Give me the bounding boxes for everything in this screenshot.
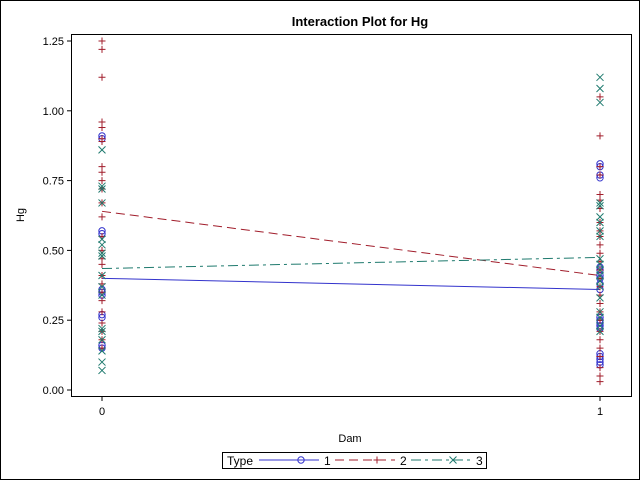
data-point (596, 277, 604, 285)
data-point (98, 358, 106, 366)
data-point (596, 282, 604, 291)
data-point (98, 260, 106, 268)
data-point (98, 240, 106, 249)
data-point (98, 327, 106, 336)
data-point (98, 177, 106, 185)
data-point (596, 299, 604, 307)
data-point (596, 336, 604, 344)
chart-title: Interaction Plot for Hg (292, 14, 429, 29)
data-point (98, 324, 106, 333)
mean-line-series-3 (101, 256, 601, 270)
data-point (596, 163, 604, 171)
data-point (98, 182, 106, 191)
data-point (596, 232, 604, 241)
data-point (596, 321, 604, 330)
data-point (596, 327, 604, 336)
data-point (98, 271, 106, 280)
data-points (98, 37, 604, 386)
x-tick-label: 0 (99, 406, 105, 418)
data-point (596, 93, 604, 101)
y-tick-label: 1.25 (43, 36, 64, 48)
data-point (98, 347, 106, 355)
data-point (596, 73, 604, 82)
data-point (596, 271, 604, 280)
data-point (596, 201, 604, 210)
data-point (596, 249, 604, 257)
data-point (98, 235, 106, 244)
data-point (98, 249, 106, 258)
mean-line-series-1 (101, 277, 601, 290)
y-tick-label: 0.25 (43, 315, 64, 327)
data-point (98, 185, 106, 193)
y-tick-label: 0.75 (43, 176, 64, 188)
data-point (596, 171, 604, 179)
y-axis: 0.00 0.25 0.50 0.75 1.00 1.25 (43, 36, 72, 397)
data-point (596, 344, 604, 352)
plot-frame (71, 34, 632, 397)
data-point (449, 456, 457, 464)
x-tick-label: 1 (597, 406, 603, 418)
data-point (98, 297, 106, 305)
data-point (596, 378, 604, 386)
data-point (596, 307, 604, 316)
legend-entry-1: 1 (259, 454, 331, 468)
legend-label: 2 (400, 454, 407, 468)
data-point (98, 319, 106, 327)
data-point (98, 213, 106, 221)
data-point (98, 282, 106, 291)
data-point (596, 199, 604, 207)
data-point (98, 138, 106, 146)
data-point (98, 168, 106, 176)
legend-entry-3: 3 (411, 454, 483, 468)
data-point (596, 218, 604, 227)
data-point (373, 456, 381, 464)
data-point (596, 254, 604, 263)
x-axis-label: Dam (338, 433, 361, 445)
data-point (98, 291, 106, 299)
y-axis-label: Hg (15, 208, 27, 222)
legend-label: 3 (476, 454, 483, 468)
data-point (98, 124, 106, 132)
y-tick-label: 0.50 (43, 245, 64, 257)
data-point (596, 132, 604, 140)
data-point (596, 294, 604, 302)
y-tick-label: 1.00 (43, 106, 64, 118)
series-3-points (98, 73, 604, 375)
data-point (596, 313, 604, 322)
data-point (98, 252, 106, 260)
data-point (596, 352, 604, 360)
data-point (98, 199, 106, 207)
mean-lines (101, 210, 601, 290)
legend-title: Type (227, 454, 253, 468)
data-point (596, 266, 604, 274)
legend-entry-2: 2 (335, 454, 407, 468)
data-point (98, 37, 106, 45)
data-point (98, 366, 106, 375)
data-point (98, 73, 106, 81)
legend-label: 1 (324, 454, 331, 468)
data-point (98, 308, 106, 316)
data-point (98, 45, 106, 53)
legend: Type 1 2 3 (222, 452, 487, 469)
data-point (596, 98, 604, 107)
legend-entries: 1 2 3 (259, 454, 483, 468)
data-point (596, 241, 604, 249)
data-point (596, 84, 604, 93)
data-point (596, 213, 604, 221)
data-point (596, 260, 604, 269)
data-point (596, 227, 604, 235)
data-point (297, 456, 305, 464)
data-point (98, 335, 106, 344)
y-tick-label: 0.00 (43, 385, 64, 397)
data-point (596, 364, 604, 372)
data-point (98, 146, 106, 154)
